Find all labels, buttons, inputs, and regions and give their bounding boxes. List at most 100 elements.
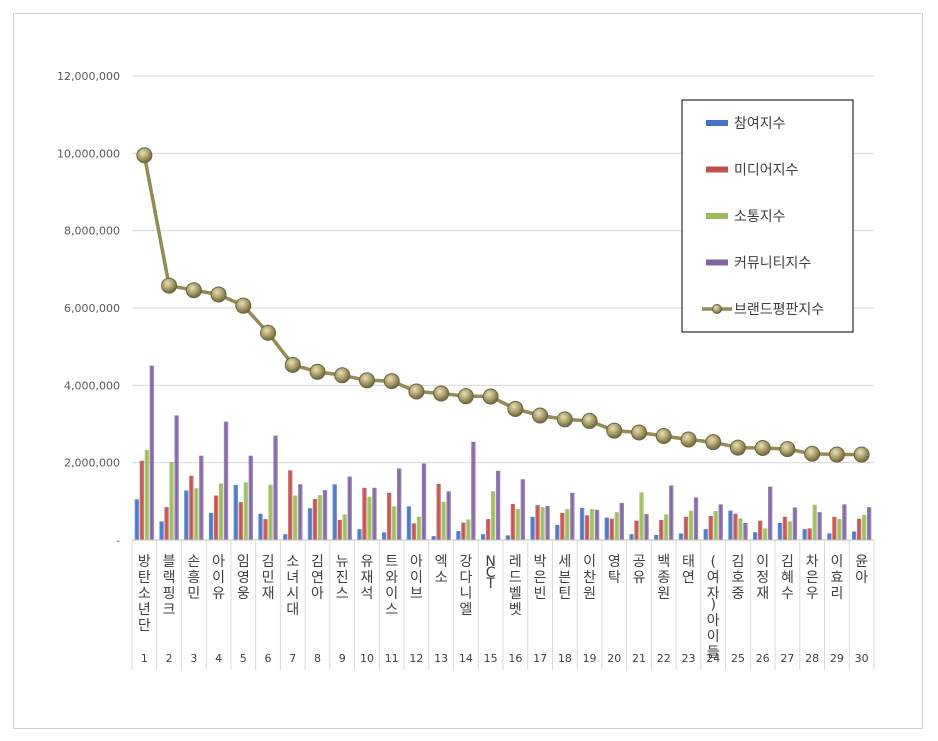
brand-index-point-24 [729, 439, 746, 456]
brand-index-point-8 [334, 367, 351, 384]
brand-index-point-7 [309, 363, 326, 380]
bar-1-3 [213, 495, 219, 540]
bar-1-12 [436, 483, 441, 540]
bar-1-22 [683, 516, 689, 540]
bar-2-5 [268, 484, 273, 540]
bar-3-7 [322, 490, 328, 540]
bar-2-20 [639, 492, 644, 540]
y-tick-label: 10,000,000 [57, 147, 120, 160]
rank-label: 24 [706, 652, 720, 665]
brand-index-point-22 [680, 431, 697, 448]
brand-index-point-20 [631, 424, 648, 441]
x-axis [131, 539, 875, 670]
bar-2-8 [342, 514, 347, 540]
bar-1-25 [758, 520, 763, 540]
rank-label: 22 [657, 652, 671, 665]
rank-label: 27 [780, 652, 794, 665]
bar-1-18 [584, 515, 590, 540]
bar-2-21 [664, 514, 669, 540]
bar-3-0 [149, 365, 155, 540]
bar-3-5 [273, 435, 278, 540]
bar-1-0 [139, 460, 145, 540]
bar-3-19 [619, 502, 624, 540]
bar-3-26 [792, 507, 798, 540]
bar-2-9 [367, 496, 372, 540]
brand-index-point-23 [705, 434, 722, 451]
y-axis-ticks: - 2,000,000 4,000,000 6,000,000 8,000,000 10,… [57, 70, 120, 547]
brand-index-point-29 [853, 446, 870, 463]
bar-2-13 [466, 519, 471, 540]
bar-3-16 [545, 505, 550, 540]
bar-0-27 [802, 529, 807, 540]
rank-label: 19 [583, 652, 597, 665]
bar-1-13 [461, 522, 466, 540]
brand-index-point-1 [161, 277, 178, 294]
y-tick-label: 4,000,000 [64, 379, 120, 392]
bar-2-16 [540, 507, 545, 540]
rank-label: 10 [360, 652, 374, 665]
bar-2-24 [738, 518, 743, 540]
bar-3-28 [842, 504, 847, 540]
brand-index-point-18 [581, 412, 598, 429]
bar-0-26 [777, 522, 783, 540]
legend-label-2: 소통지수 [734, 209, 786, 225]
bar-0-11 [406, 506, 412, 540]
brand-index-point-10 [383, 373, 400, 390]
rank-label: 12 [409, 652, 423, 665]
bar-3-1 [174, 415, 179, 540]
bar-0-10 [382, 532, 387, 540]
brand-index-point-6 [284, 356, 301, 373]
y-tick-label: 2,000,000 [64, 457, 120, 470]
bar-0-13 [456, 531, 461, 540]
rank-label: 13 [434, 652, 448, 665]
bar-1-20 [634, 520, 639, 540]
brand-reputation-chart: - 2,000,000 4,000,000 6,000,000 8,000,000 10,… [57, 70, 875, 670]
bar-3-8 [347, 476, 352, 540]
bar-0-3 [208, 512, 214, 540]
category-label: (여 자) 아 이 들 [707, 554, 720, 661]
bar-2-11 [416, 516, 422, 540]
bar-2-6 [293, 495, 298, 540]
bar-3-15 [520, 479, 526, 540]
legend-label-4: 브랜드평판지수 [734, 302, 824, 318]
bar-3-27 [817, 512, 822, 540]
bar-1-24 [733, 513, 738, 540]
brand-index-point-21 [655, 427, 672, 444]
rank-label: 21 [632, 652, 646, 665]
bar-0-8 [332, 484, 337, 540]
brand-index-point-2 [185, 282, 202, 299]
legend-label-1: 미디어지수 [734, 163, 799, 179]
y-tick-label: 6,000,000 [64, 302, 120, 315]
brand-index-point-11 [408, 383, 425, 400]
bar-1-17 [560, 512, 565, 540]
rank-label: 15 [484, 652, 498, 665]
legend-swatch-2 [706, 213, 728, 219]
bar-1-4 [238, 502, 243, 540]
bar-0-16 [530, 516, 535, 540]
rank-label: 4 [215, 652, 222, 665]
bar-2-7 [317, 495, 323, 540]
bar-0-18 [579, 507, 585, 540]
rank-label: 8 [314, 652, 321, 665]
bar-3-3 [223, 421, 229, 540]
bar-0-5 [258, 513, 263, 540]
bar-2-4 [243, 482, 248, 540]
brand-index-point-3 [210, 286, 227, 303]
chart-frame: - 2,000,000 4,000,000 6,000,000 8,000,000 10,… [13, 13, 923, 729]
rank-label: 29 [830, 652, 844, 665]
bar-0-14 [480, 534, 486, 540]
bar-3-9 [372, 487, 377, 540]
brand-index-line [136, 147, 870, 463]
